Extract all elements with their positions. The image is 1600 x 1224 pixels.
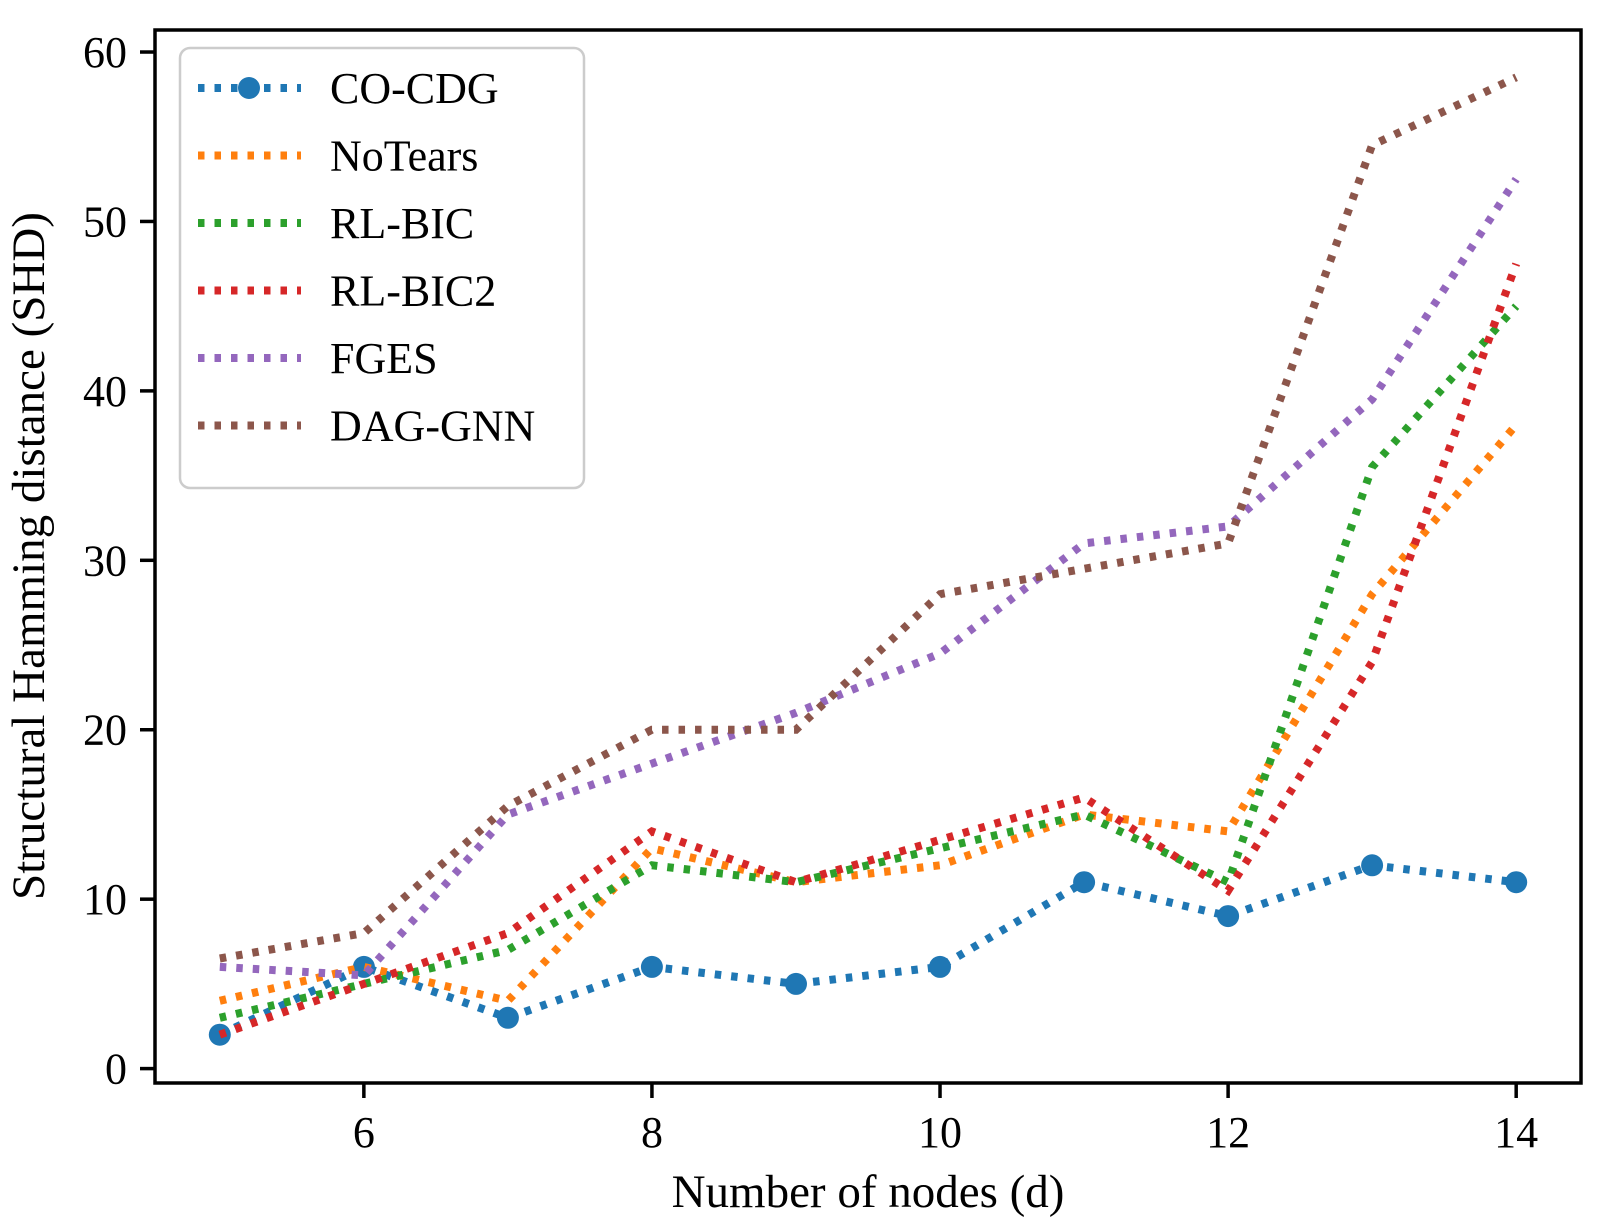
series-line-DAG-GNN <box>219 73 1518 963</box>
y-tick-label-50: 50 <box>83 197 127 246</box>
legend-marker-CO-CDG <box>238 77 260 99</box>
legend-label-RL-BIC2: RL-BIC2 <box>330 267 496 316</box>
legend-label-NoTears: NoTears <box>330 132 478 181</box>
legend-entry-RL-BIC2: RL-BIC2 <box>198 267 496 316</box>
legend-label-CO-CDG: CO-CDG <box>330 64 499 113</box>
data-point-CO-CDG-13 <box>1361 854 1384 877</box>
series-line-NoTears <box>218 422 1520 1006</box>
data-point-CO-CDG-11 <box>1073 871 1096 894</box>
legend-entry-FGES: FGES <box>198 334 438 383</box>
legend-entry-RL-BIC: RL-BIC <box>198 199 474 248</box>
y-tick-label-20: 20 <box>83 706 127 755</box>
data-point-CO-CDG-9 <box>785 972 807 995</box>
x-axis-label: Number of nodes (d) <box>672 1166 1065 1218</box>
plot-frame <box>153 28 1583 1085</box>
series-layer <box>208 73 1528 1046</box>
data-point-CO-CDG-10 <box>929 955 951 978</box>
axes-layer: 6 8 10 12 14 0 10 20 30 40 50 60 <box>83 28 1583 1157</box>
legend-label-RL-BIC: RL-BIC <box>330 199 474 248</box>
legend-entry-CO-CDG: CO-CDG <box>198 64 499 113</box>
legend-entry-DAG-GNN: DAG-GNN <box>198 402 535 451</box>
y-tick-label-40: 40 <box>83 367 127 416</box>
series-line-RL-BIC <box>218 303 1520 1022</box>
legend-label-DAG-GNN: DAG-GNN <box>330 402 535 451</box>
x-tick-label-6: 6 <box>353 1108 375 1157</box>
y-tick-label-60: 60 <box>83 28 127 77</box>
y-tick-label-10: 10 <box>83 875 127 924</box>
series-line-CO-CDG <box>218 861 1517 1039</box>
legend: CO-CDG NoTears RL-BIC RL-BIC2 FGES DAG-GNN <box>178 46 586 490</box>
y-tick-label-30: 30 <box>83 536 127 585</box>
legend-label-FGES: FGES <box>330 334 438 383</box>
series-line-FGES <box>219 176 1520 980</box>
y-axis-label: Structural Hamming distance (SHD) <box>3 212 55 900</box>
x-tick-label-14: 14 <box>1494 1108 1538 1157</box>
data-point-CO-CDG-8 <box>640 955 663 978</box>
data-point-CO-CDG-12 <box>1217 905 1240 928</box>
legend-entry-NoTears: NoTears <box>198 132 478 181</box>
x-tick-label-8: 8 <box>641 1108 663 1157</box>
data-point-CO-CDG-7 <box>496 1006 519 1029</box>
x-tick-label-10: 10 <box>918 1108 962 1157</box>
x-tick-label-12: 12 <box>1206 1108 1250 1157</box>
series-line-RL-BIC2 <box>218 262 1520 1039</box>
y-tick-label-0: 0 <box>105 1045 127 1094</box>
data-point-CO-CDG-14 <box>1505 871 1528 894</box>
